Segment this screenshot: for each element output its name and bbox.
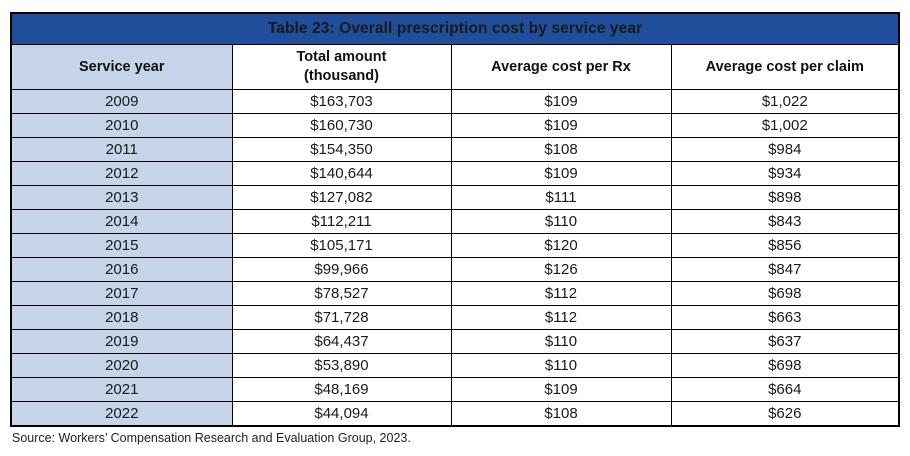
cell-service-year: 2016 xyxy=(10,257,233,282)
table-row-2022: 2022 $44,094 $108 $626 xyxy=(10,401,900,427)
cell-avg-cost-per-claim: $664 xyxy=(670,377,900,402)
col-header-avg-cost-per-claim: Average cost per claim xyxy=(670,44,900,90)
table-row-2020: 2020 $53,890 $110 $698 xyxy=(10,353,900,378)
table-row-2009: 2009 $163,703 $109 $1,022 xyxy=(10,89,900,114)
table-row-2015: 2015 $105,171 $120 $856 xyxy=(10,233,900,258)
cell-avg-cost-per-rx: $120 xyxy=(450,233,672,258)
cell-total-amount: $53,890 xyxy=(231,353,452,378)
cell-total-amount: $140,644 xyxy=(231,161,452,186)
table-title: Table 23: Overall prescription cost by s… xyxy=(10,12,900,45)
cell-total-amount: $48,169 xyxy=(231,377,452,402)
cell-avg-cost-per-rx: $110 xyxy=(450,209,672,234)
cell-total-amount: $105,171 xyxy=(231,233,452,258)
cell-avg-cost-per-claim: $847 xyxy=(670,257,900,282)
cell-avg-cost-per-claim: $934 xyxy=(670,161,900,186)
table-row-2016: 2016 $99,966 $126 $847 xyxy=(10,257,900,282)
cell-avg-cost-per-rx: $112 xyxy=(450,305,672,330)
col-header-service-year: Service year xyxy=(10,44,233,90)
cell-avg-cost-per-claim: $698 xyxy=(670,353,900,378)
cell-avg-cost-per-claim: $626 xyxy=(670,401,900,427)
cell-service-year: 2012 xyxy=(10,161,233,186)
cell-avg-cost-per-rx: $109 xyxy=(450,89,672,114)
table-row-2014: 2014 $112,211 $110 $843 xyxy=(10,209,900,234)
cell-avg-cost-per-rx: $108 xyxy=(450,137,672,162)
prescription-cost-table: Table 23: Overall prescription cost by s… xyxy=(10,12,901,427)
cell-total-amount: $112,211 xyxy=(231,209,452,234)
cell-avg-cost-per-rx: $110 xyxy=(450,353,672,378)
col-header-total-amount: Total amount (thousand) xyxy=(231,44,452,90)
cell-service-year: 2010 xyxy=(10,113,233,138)
table-row-2013: 2013 $127,082 $111 $898 xyxy=(10,185,900,210)
cell-avg-cost-per-rx: $109 xyxy=(450,113,672,138)
cell-total-amount: $163,703 xyxy=(231,89,452,114)
cell-service-year: 2020 xyxy=(10,353,233,378)
cell-avg-cost-per-rx: $108 xyxy=(450,401,672,427)
cell-avg-cost-per-rx: $126 xyxy=(450,257,672,282)
cell-service-year: 2011 xyxy=(10,137,233,162)
table-row-2021: 2021 $48,169 $109 $664 xyxy=(10,377,900,402)
table-row-2012: 2012 $140,644 $109 $934 xyxy=(10,161,900,186)
cell-total-amount: $127,082 xyxy=(231,185,452,210)
cell-avg-cost-per-rx: $112 xyxy=(450,281,672,306)
cell-total-amount: $154,350 xyxy=(231,137,452,162)
cell-service-year: 2014 xyxy=(10,209,233,234)
cell-service-year: 2015 xyxy=(10,233,233,258)
cell-avg-cost-per-claim: $898 xyxy=(670,185,900,210)
table-title-row: Table 23: Overall prescription cost by s… xyxy=(10,12,900,45)
table-header-row: Service year Total amount (thousand) Ave… xyxy=(10,44,900,90)
col-header-avg-cost-per-rx: Average cost per Rx xyxy=(450,44,672,90)
cell-avg-cost-per-claim: $698 xyxy=(670,281,900,306)
cell-avg-cost-per-rx: $110 xyxy=(450,329,672,354)
table-row-2017: 2017 $78,527 $112 $698 xyxy=(10,281,900,306)
cell-service-year: 2022 xyxy=(10,401,233,427)
cell-total-amount: $64,437 xyxy=(231,329,452,354)
cell-avg-cost-per-claim: $1,002 xyxy=(670,113,900,138)
cell-avg-cost-per-claim: $843 xyxy=(670,209,900,234)
cell-total-amount: $71,728 xyxy=(231,305,452,330)
cell-service-year: 2009 xyxy=(10,89,233,114)
cell-avg-cost-per-rx: $109 xyxy=(450,161,672,186)
col-header-total-amount-line2: (thousand) xyxy=(304,68,379,84)
col-header-total-amount-line1: Total amount xyxy=(296,49,387,65)
cell-total-amount: $78,527 xyxy=(231,281,452,306)
table-row-2019: 2019 $64,437 $110 $637 xyxy=(10,329,900,354)
table-row-2011: 2011 $154,350 $108 $984 xyxy=(10,137,900,162)
table-row-2010: 2010 $160,730 $109 $1,002 xyxy=(10,113,900,138)
cell-avg-cost-per-claim: $856 xyxy=(670,233,900,258)
cell-avg-cost-per-claim: $1,022 xyxy=(670,89,900,114)
cell-service-year: 2018 xyxy=(10,305,233,330)
cell-service-year: 2021 xyxy=(10,377,233,402)
cell-service-year: 2017 xyxy=(10,281,233,306)
cell-total-amount: $44,094 xyxy=(231,401,452,427)
cell-avg-cost-per-claim: $984 xyxy=(670,137,900,162)
table-row-2018: 2018 $71,728 $112 $663 xyxy=(10,305,900,330)
source-note: Source: Workers’ Compensation Research a… xyxy=(12,431,411,445)
cell-service-year: 2019 xyxy=(10,329,233,354)
cell-avg-cost-per-rx: $109 xyxy=(450,377,672,402)
cell-service-year: 2013 xyxy=(10,185,233,210)
cell-avg-cost-per-claim: $637 xyxy=(670,329,900,354)
cell-total-amount: $99,966 xyxy=(231,257,452,282)
cell-avg-cost-per-claim: $663 xyxy=(670,305,900,330)
cell-avg-cost-per-rx: $111 xyxy=(450,185,672,210)
cell-total-amount: $160,730 xyxy=(231,113,452,138)
